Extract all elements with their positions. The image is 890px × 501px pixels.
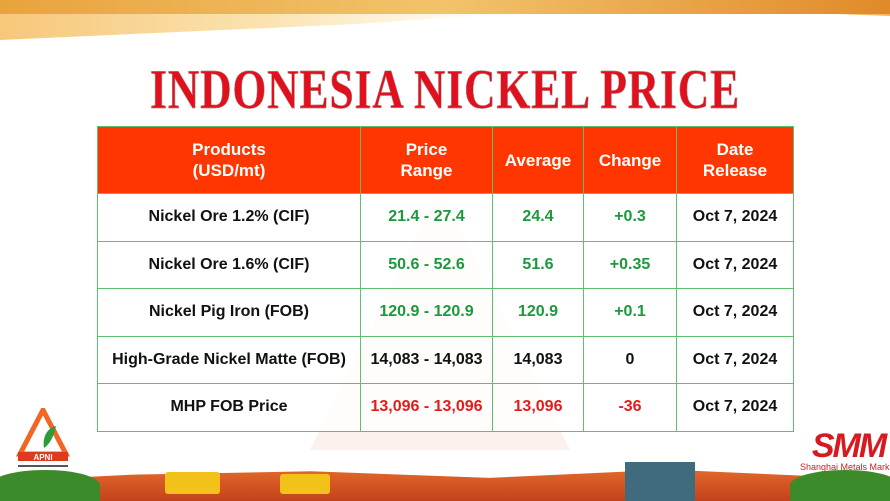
header-date-release: Date Release xyxy=(676,126,794,194)
grass-right xyxy=(790,470,890,501)
table-row: Nickel Ore 1.6% (CIF) 50.6 - 52.6 51.6 +0.3… xyxy=(97,240,794,289)
average-cell: 51.6 xyxy=(492,240,584,289)
change-cell: +0.35 xyxy=(583,240,677,289)
header-change: Change xyxy=(583,126,677,194)
average-cell: 14,083 xyxy=(492,335,584,384)
header-average: Average xyxy=(492,126,584,194)
smm-logo: SMM Shanghai Metals Market xyxy=(800,427,890,472)
average-cell: 120.9 xyxy=(492,288,584,337)
date-release-cell: Oct 7, 2024 xyxy=(676,193,794,242)
product-cell: High-Grade Nickel Matte (FOB) xyxy=(97,335,361,384)
grass-left xyxy=(0,470,100,501)
date-release-cell: Oct 7, 2024 xyxy=(676,288,794,337)
date-release-cell: Oct 7, 2024 xyxy=(676,383,794,432)
mining-landscape xyxy=(0,469,890,501)
price-table: Products (USD/mt) Price Range Average Chan… xyxy=(97,126,794,432)
average-cell: 24.4 xyxy=(492,193,584,242)
dump-truck-icon xyxy=(165,472,220,494)
date-release-cell: Oct 7, 2024 xyxy=(676,240,794,289)
product-cell: Nickel Ore 1.2% (CIF) xyxy=(97,193,361,242)
factory-icon xyxy=(625,462,695,501)
svg-text:APNI: APNI xyxy=(33,453,52,462)
date-release-cell: Oct 7, 2024 xyxy=(676,335,794,384)
header-row: Products (USD/mt) Price Range Average Chan… xyxy=(97,126,794,194)
product-cell: MHP FOB Price xyxy=(97,383,361,432)
table-row: High-Grade Nickel Matte (FOB) 14,083 - 14… xyxy=(97,335,794,384)
price-range-cell: 50.6 - 52.6 xyxy=(360,240,493,289)
price-range-cell: 14,083 - 14,083 xyxy=(360,335,493,384)
header-products: Products (USD/mt) xyxy=(97,126,361,194)
price-range-cell: 120.9 - 120.9 xyxy=(360,288,493,337)
top-stripe xyxy=(0,0,890,14)
average-cell: 13,096 xyxy=(492,383,584,432)
change-cell: +0.3 xyxy=(583,193,677,242)
table-row: Nickel Ore 1.2% (CIF) 21.4 - 27.4 24.4 +0.3… xyxy=(97,193,794,242)
change-cell: +0.1 xyxy=(583,288,677,337)
price-range-cell: 21.4 - 27.4 xyxy=(360,193,493,242)
table-row: MHP FOB Price 13,096 - 13,096 13,096 -36 Oct… xyxy=(97,383,794,432)
product-cell: Nickel Ore 1.6% (CIF) xyxy=(97,240,361,289)
header-price-range: Price Range xyxy=(360,126,493,194)
change-cell: 0 xyxy=(583,335,677,384)
product-cell: Nickel Pig Iron (FOB) xyxy=(97,288,361,337)
change-cell: -36 xyxy=(583,383,677,432)
price-range-cell: 13,096 - 13,096 xyxy=(360,383,493,432)
excavator-icon xyxy=(280,474,330,494)
table-row: Nickel Pig Iron (FOB) 120.9 - 120.9 120.9 +… xyxy=(97,288,794,337)
apni-logo: APNI xyxy=(15,408,71,467)
